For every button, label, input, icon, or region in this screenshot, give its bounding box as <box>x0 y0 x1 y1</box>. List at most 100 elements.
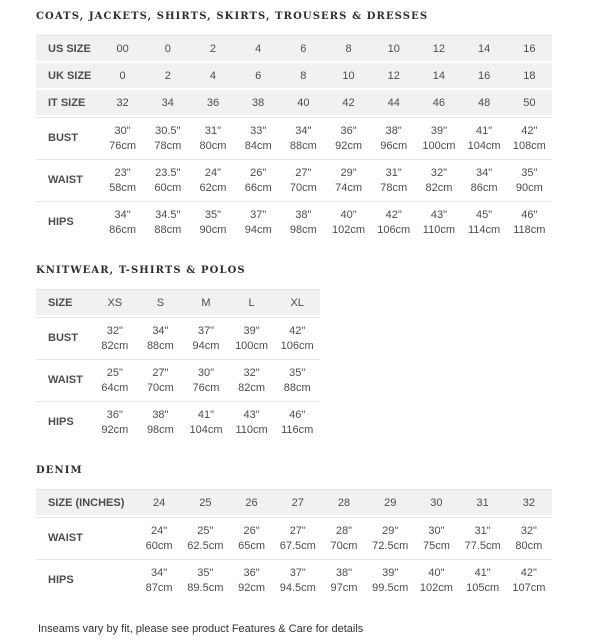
measurement-inches: 32" <box>106 324 123 337</box>
size-value-cell: 46 <box>416 90 462 117</box>
measurement-cell: 31" 80cm <box>190 117 236 160</box>
row-label: BUST <box>36 117 100 160</box>
measurement-cm: 65cm <box>238 539 265 552</box>
measurement-cell: 34" 88cm <box>280 117 326 160</box>
measurement-inches: 27" <box>152 366 169 379</box>
row-label: WAIST <box>36 160 100 202</box>
size-value-cell: 8 <box>280 63 326 90</box>
size-table-coats-jackets: US SIZE 00 0 2 4 6 8 10 12 14 16 UK SIZE 0 2 4 6 8 10 12 14… <box>36 35 552 243</box>
measurement-inches: 35" <box>521 166 538 179</box>
measurement-row: WAIST 23" 58cm 23.5" 60cm 24" 62cm 26" 66cm 27" 70… <box>36 160 552 202</box>
measurement-row: HIPS 34" 87cm 35" 89.5cm 36" 92cm 37" 94.5cm 38" 9… <box>36 560 552 601</box>
size-value-cell: 14 <box>416 63 462 90</box>
measurement-inches: 36" <box>340 124 357 137</box>
measurement-cell: 25" 62.5cm <box>182 517 229 560</box>
measurement-cell: 35" 90cm <box>506 160 552 202</box>
size-value-cell: 25 <box>182 490 229 517</box>
measurement-inches: 43" <box>430 208 447 221</box>
measurement-cell: 35" 90cm <box>190 202 235 243</box>
measurement-inches: 38" <box>152 408 169 421</box>
measurement-inches: 38" <box>295 208 312 221</box>
row-label: HIPS <box>48 416 74 428</box>
measurement-inches: 42" <box>521 124 538 137</box>
measurement-cm: 62.5cm <box>187 539 224 552</box>
measurement-cell: 32" 82cm <box>92 317 138 360</box>
measurement-cm: 70cm <box>330 539 358 552</box>
measurement-cm: 108cm <box>512 139 546 152</box>
measurement-inches: 42" <box>289 324 306 337</box>
measurement-cell: 34" 87cm <box>136 560 182 601</box>
measurement-cell: 35" 89.5cm <box>182 560 228 601</box>
section-title-denim: DENIM <box>36 465 83 476</box>
measurement-cell: 39" 100cm <box>416 117 462 160</box>
measurement-cell: 31" 78cm <box>371 160 417 202</box>
measurement-inches: 30" <box>428 524 445 537</box>
measurement-cell: 32" 82cm <box>228 360 275 402</box>
measurement-inches: 34" <box>151 566 168 579</box>
measurement-inches: 25" <box>197 524 214 537</box>
measurement-cell: 31" 77.5cm <box>459 517 506 560</box>
measurement-cell: 38" 96cm <box>371 117 417 160</box>
size-value-cell: 31 <box>459 490 506 517</box>
measurement-cm: 84cm <box>244 139 272 152</box>
size-value-cell: 32 <box>505 490 552 517</box>
measurement-cm: 88cm <box>146 339 174 352</box>
measurement-cm: 106cm <box>377 223 411 236</box>
measurement-cm: 92cm <box>101 423 129 436</box>
size-value-cell: 34 <box>145 90 191 117</box>
size-header-row: US SIZE 00 0 2 4 6 8 10 12 14 16 <box>36 36 552 63</box>
measurement-inches: 37" <box>250 208 267 221</box>
measurement-cell: 29" 72.5cm <box>367 517 414 560</box>
measurement-inches: 31" <box>474 524 491 537</box>
size-value-cell: 16 <box>506 36 552 63</box>
measurement-cell: 32" 80cm <box>505 517 552 560</box>
measurement-cell: 36" 92cm <box>92 402 138 443</box>
size-value-cell: 27 <box>274 490 321 517</box>
measurement-cm: 60cm <box>145 539 173 552</box>
size-value-cell: 14 <box>461 36 507 63</box>
measurement-inches: 23.5" <box>155 166 181 179</box>
size-value-cell: 6 <box>280 36 326 63</box>
size-value-cell: 16 <box>461 63 507 90</box>
size-header-row: SIZE XS S M L XL <box>36 290 320 317</box>
size-value-cell: S <box>137 290 184 317</box>
row-label: WAIST <box>36 517 136 560</box>
measurement-inches: 39" <box>430 124 447 137</box>
measurement-inches: 29" <box>382 524 399 537</box>
measurement-cm: 82cm <box>238 381 266 394</box>
size-value-cell: 10 <box>371 36 417 63</box>
measurement-cm: 90cm <box>515 181 543 194</box>
section-coats-jackets: COATS, JACKETS, SHIRTS, SKIRTS, TROUSERS… <box>36 11 602 243</box>
measurement-row: HIPS 36" 92cm 38" 98cm 41" 104cm 43" 110cm 46" 116… <box>36 402 320 443</box>
measurement-cm: 98cm <box>146 423 174 436</box>
measurement-cm: 78cm <box>380 181 408 194</box>
measurement-inches: 35" <box>289 366 306 379</box>
measurement-cm: 82cm <box>425 181 453 194</box>
section-title-coats-jackets: COATS, JACKETS, SHIRTS, SKIRTS, TROUSERS… <box>36 11 429 22</box>
measurement-cell: 38" 98cm <box>281 202 326 243</box>
measurement-inches: 31" <box>204 124 222 137</box>
measurement-cell: 41" 104cm <box>461 117 507 160</box>
row-label: US SIZE <box>36 36 100 63</box>
size-value-cell: 4 <box>190 63 236 90</box>
section-denim: DENIM SIZE (INCHES) 24 25 26 27 28 29 30 31 32 WAI… <box>36 465 602 601</box>
size-value-cell: 30 <box>413 490 460 517</box>
measurement-inches: 34" <box>152 324 169 337</box>
row-label: HIPS <box>48 574 74 586</box>
size-value-cell: 2 <box>145 63 191 90</box>
measurement-cm: 80cm <box>515 539 543 552</box>
size-value-cell: 29 <box>367 490 414 517</box>
size-header-row: IT SIZE 32 34 36 38 40 42 44 46 48 50 <box>36 90 552 117</box>
measurement-cell: 42" 106cm <box>274 317 320 360</box>
measurement-cell: 28" 70cm <box>320 517 368 560</box>
measurement-cm: 66cm <box>244 181 272 194</box>
measurement-inches: 45" <box>476 208 493 221</box>
size-value-cell: 0 <box>145 36 191 63</box>
measurement-cell: 40" 102cm <box>413 560 459 601</box>
measurement-cm: 100cm <box>422 139 456 152</box>
measurement-cm: 96cm <box>380 139 408 152</box>
measurement-cm: 106cm <box>280 339 314 352</box>
measurement-cell: 38" 97cm <box>321 560 367 601</box>
row-label: SIZE (INCHES) <box>36 490 136 517</box>
measurement-cm: 94cm <box>244 223 272 236</box>
